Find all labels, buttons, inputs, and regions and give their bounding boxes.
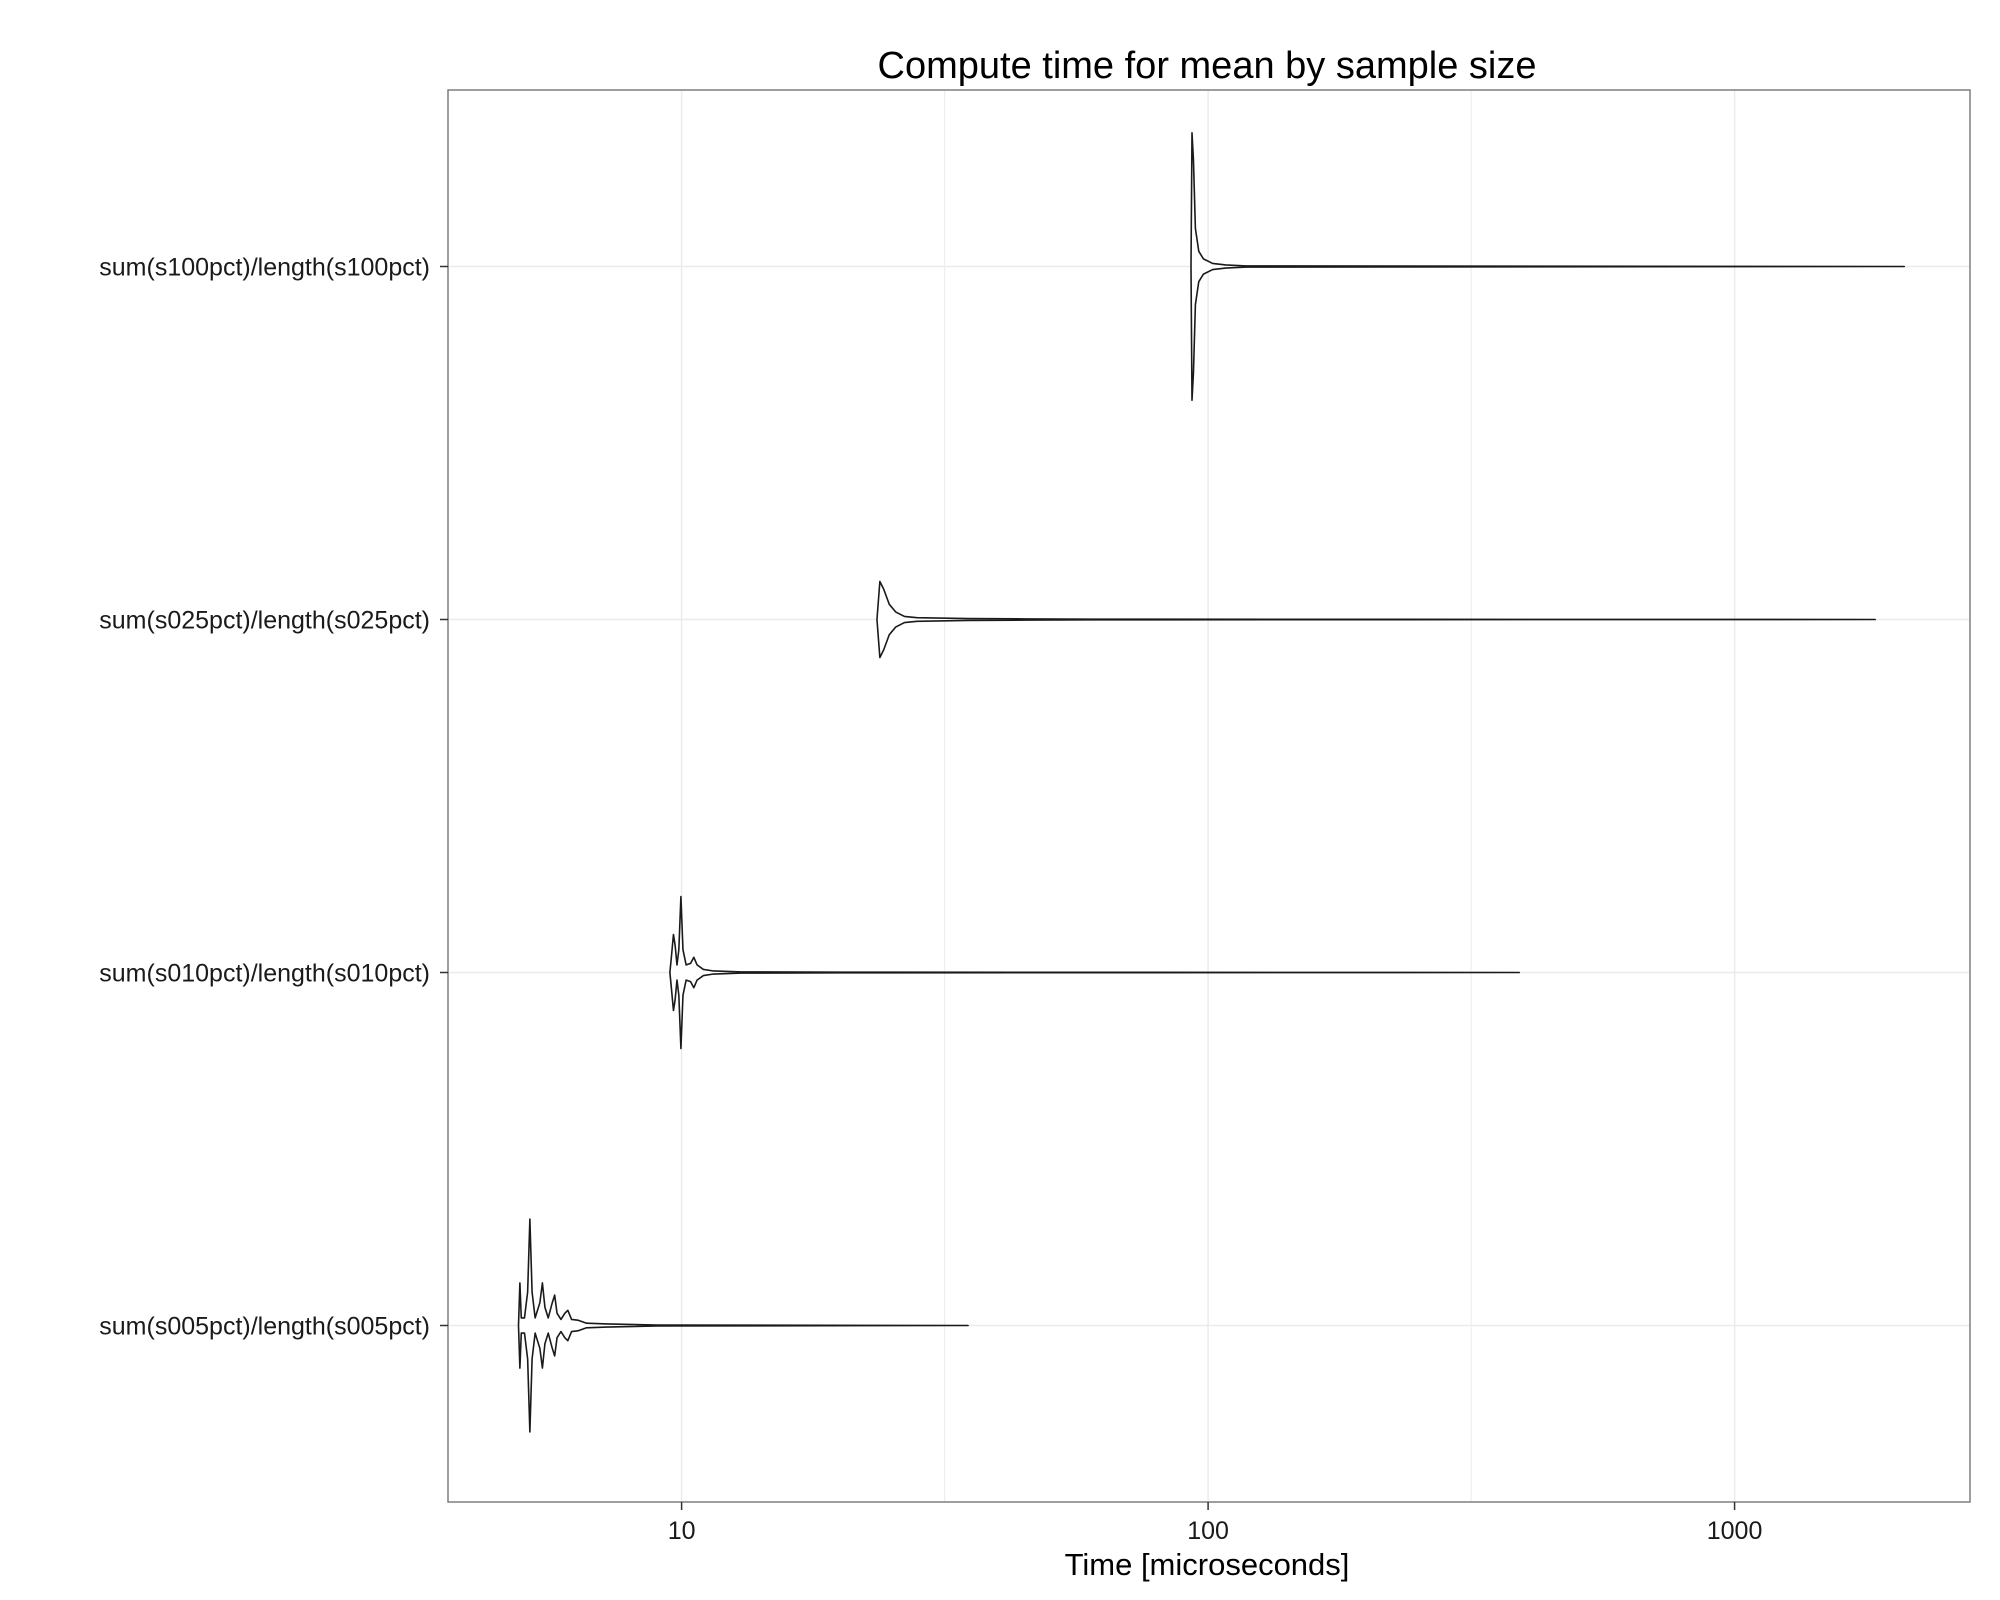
plot-panel: 10 100 1000 sum(s005pct)/length(s005pct) sum…	[99, 89, 1971, 1545]
violin-1	[669, 895, 1521, 1050]
y-tick-label: sum(s010pct)/length(s010pct)	[99, 960, 430, 988]
violin-2	[876, 580, 1877, 659]
y-tick-label: sum(s005pct)/length(s005pct)	[99, 1313, 430, 1341]
x-tick-label: 100	[1187, 1517, 1229, 1545]
violin-0	[517, 1218, 969, 1433]
x-axis-title: Time [microseconds]	[1065, 1547, 1350, 1582]
violin-3	[1190, 131, 1906, 402]
panel-border	[447, 89, 1971, 1503]
chart-title: Compute time for mean by sample size	[878, 45, 1537, 87]
x-tick-label: 1000	[1707, 1517, 1763, 1545]
y-tick-label: sum(s025pct)/length(s025pct)	[99, 607, 430, 635]
panel-background	[448, 90, 1970, 1502]
x-tick-label: 10	[668, 1517, 696, 1545]
y-tick-label: sum(s100pct)/length(s100pct)	[99, 254, 430, 282]
